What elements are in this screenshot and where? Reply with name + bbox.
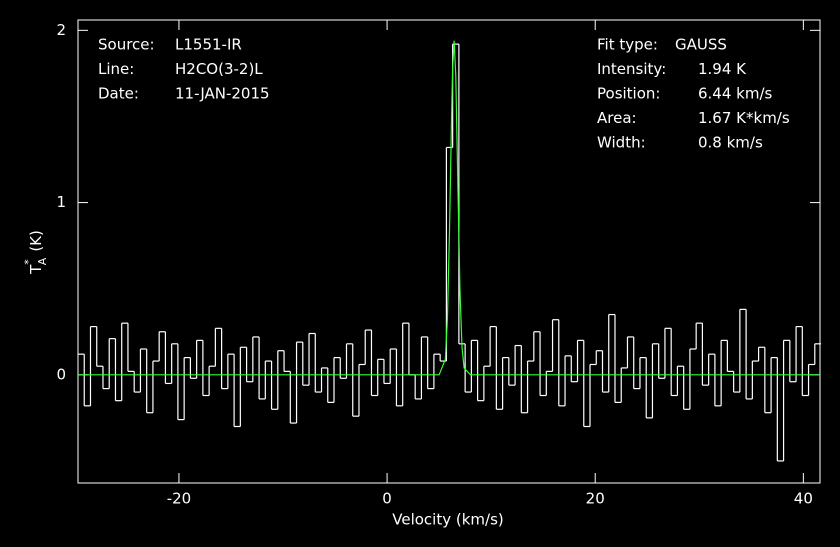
fit-value: GAUSS bbox=[675, 36, 727, 54]
y-label-sub: A bbox=[36, 257, 49, 265]
fit-value: 1.94 K bbox=[698, 60, 747, 78]
y-tick-label: 2 bbox=[56, 21, 66, 39]
y-tick-label: 0 bbox=[56, 365, 66, 383]
plot-frame bbox=[77, 19, 821, 484]
x-axis-label: Velocity (km/s) bbox=[392, 511, 503, 529]
fit-value: 0.8 km/s bbox=[698, 134, 763, 152]
info-value: H2CO(3-2)L bbox=[175, 60, 263, 78]
fit-label: Intensity: bbox=[597, 60, 666, 78]
fit-value: 6.44 km/s bbox=[698, 85, 773, 103]
y-label-unit: (K) bbox=[27, 230, 45, 252]
fit-label: Width: bbox=[597, 134, 646, 152]
y-tick-label: 1 bbox=[56, 193, 66, 211]
info-value: L1551-IR bbox=[175, 36, 242, 54]
info-value: 11-JAN-2015 bbox=[175, 85, 270, 103]
y-label-sup: * bbox=[22, 259, 35, 265]
x-tick-label: 40 bbox=[794, 490, 813, 508]
x-tick-label: 0 bbox=[382, 490, 392, 508]
fit-curve bbox=[78, 40, 820, 376]
info-label: Date: bbox=[98, 85, 139, 103]
fit-label: Area: bbox=[597, 109, 637, 127]
info-label: Source: bbox=[98, 36, 155, 54]
info-label: Line: bbox=[98, 60, 134, 78]
fit-label: Position: bbox=[597, 85, 660, 103]
y-axis-label: T*A (K) bbox=[22, 230, 49, 275]
y-label-main: T bbox=[27, 264, 45, 275]
fit-value: 1.67 K*km/s bbox=[698, 109, 790, 127]
fit-label: Fit type: bbox=[597, 36, 658, 54]
x-tick-label: -20 bbox=[167, 490, 192, 508]
x-tick-label: 20 bbox=[586, 490, 605, 508]
